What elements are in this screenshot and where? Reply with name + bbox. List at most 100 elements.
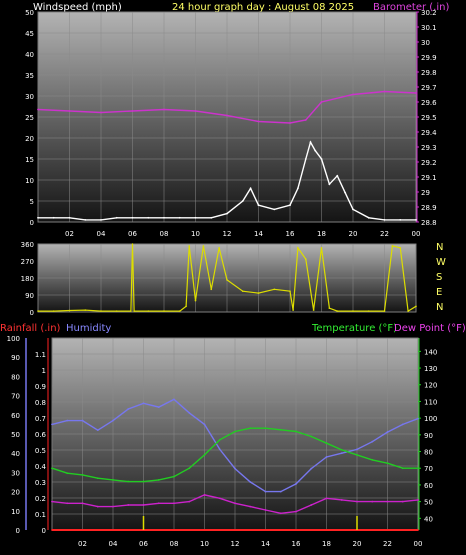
windspeed-point [147,216,150,219]
rain-tick-label: 0.2 [35,495,46,503]
thermo-x-tick-label: 06 [139,540,148,548]
humidity-point [188,411,191,414]
wind-y-tick-label: 0 [30,219,34,227]
thermo-series [51,398,419,531]
dewpoint-point [142,504,145,506]
temperature-point [142,480,145,483]
windspeed-point [399,219,402,221]
wind-x-tick-label: 12 [223,230,232,238]
humidity-tick-label: 70 [11,393,20,401]
temperature-point [188,467,191,470]
humidity-point [203,423,206,426]
humidity-point [279,490,282,493]
temperature-point [325,442,328,445]
barometer-tick-label: 29.9 [421,54,437,62]
rain-tick-label: 0.7 [35,415,46,423]
temperature-point [66,472,69,475]
wind-direction-point [328,307,331,310]
temperature-point [356,453,358,456]
wind-direction-point [391,245,394,247]
compass-e: E [436,287,442,298]
wind-direction-point [304,258,307,260]
windspeed-point [367,216,370,219]
wind-direction-point [188,245,190,247]
wind-x-tick-label: 08 [160,230,169,238]
windspeed-point [210,216,213,219]
humidity-point [386,431,389,433]
dewpoint-point [66,502,69,505]
temperature-tick-label: 110 [424,398,437,406]
wind-direction-point [100,310,102,312]
temperature-tick-label: 60 [424,482,433,490]
temperature-tick-label: 80 [424,449,433,457]
wind-direction-point [407,310,409,312]
dewpoint-point [173,502,175,505]
temperature-tick-label: 70 [424,465,433,473]
rainfall-point [417,529,419,531]
temperature-point [279,428,282,431]
rain-tick-label: 1.1 [35,351,46,359]
compass-s: S [436,272,442,283]
windspeed-point [336,174,339,177]
thermo-grid [52,338,419,531]
humidity-tick-label: 50 [11,431,20,439]
dewpoint-point [310,504,313,506]
barometer-tick-label: 28.9 [421,204,437,212]
thermo-x-tick-label: 04 [109,540,118,548]
temperature-tick-label: 50 [424,499,433,507]
barometer-tick-label: 29.2 [421,159,437,167]
temperature-tick-label: 120 [424,382,437,390]
humidity-point [401,423,404,426]
compass-w: W [436,257,446,268]
dewpoint-point [188,500,191,503]
barometer-tick-label: 30.2 [421,9,437,17]
windspeed-point [52,216,55,219]
windspeed-point [383,219,386,221]
wind-direction-point [185,305,187,308]
wind-direction-point [68,309,71,312]
windspeed-point [163,216,165,219]
dewpoint-point [264,509,267,511]
rain-tick-label: 0.4 [35,463,47,471]
wind-direction-point [210,288,213,291]
direction-y-tick-label: 0 [30,309,34,317]
dewpoint-point [340,499,343,501]
windspeed-point [131,216,134,219]
direction-y-tick-label: 180 [21,275,34,283]
windspeed-point [178,216,181,219]
wind-y-tick-label: 40 [25,51,34,59]
windspeed-point [257,204,260,207]
barometer-point [163,108,165,111]
wind-direction-point [312,309,315,311]
humidity-tick-label: 100 [7,335,20,343]
temperature-point [127,480,130,483]
wind-direction-point [202,245,205,247]
temperature-point [401,467,404,470]
windspeed-point [37,216,39,219]
humidity-point [127,408,130,410]
barometer-point [226,114,228,117]
humidity-point [234,467,236,470]
windspeed-point [289,204,291,207]
temperature-point [386,462,389,465]
humidity-tick-label: 90 [11,354,20,362]
dewpoint-point [386,500,389,503]
wind-x-tick-label: 16 [286,230,295,238]
dewpoint-point [417,499,419,501]
wind-direction-point [226,279,228,281]
windspeed-point [194,216,197,219]
barometer-tick-label: 29.6 [421,99,437,107]
wind-direction-point [37,310,39,312]
thermo-x-tick-label: 08 [170,540,179,548]
humidity-tick-label: 30 [11,469,20,477]
rain-tick-label: 0 [42,527,46,535]
thermo-x-tick-label: 02 [78,540,87,548]
dewpoint-point [218,497,221,500]
thermo-x-tick-label: 20 [353,540,362,548]
temperature-point [157,479,160,481]
wind-y-tick-label: 25 [25,114,34,122]
wind-direction-point [133,310,135,312]
windspeed-point [100,219,102,221]
thermo-x-tick-label: 12 [231,540,240,548]
graph-title: 24 hour graph day : August 08 2025 [172,2,354,13]
